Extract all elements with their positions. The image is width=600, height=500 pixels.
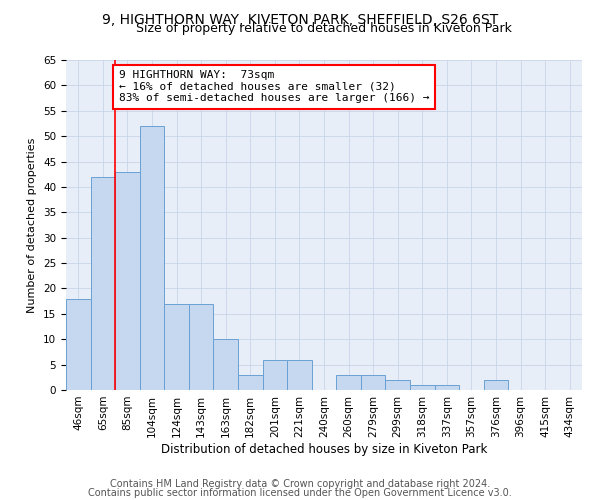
Bar [385, 380, 410, 390]
Bar [484, 380, 508, 390]
Bar [434, 385, 459, 390]
Bar [66, 298, 91, 390]
Bar [410, 385, 434, 390]
Title: Size of property relative to detached houses in Kiveton Park: Size of property relative to detached ho… [136, 22, 512, 35]
Bar [361, 375, 385, 390]
Bar [287, 360, 312, 390]
Bar [263, 360, 287, 390]
Bar [115, 172, 140, 390]
Text: Contains HM Land Registry data © Crown copyright and database right 2024.: Contains HM Land Registry data © Crown c… [110, 479, 490, 489]
Text: 9, HIGHTHORN WAY, KIVETON PARK, SHEFFIELD, S26 6ST: 9, HIGHTHORN WAY, KIVETON PARK, SHEFFIEL… [102, 12, 498, 26]
Bar [214, 339, 238, 390]
Bar [189, 304, 214, 390]
Bar [238, 375, 263, 390]
Bar [336, 375, 361, 390]
Y-axis label: Number of detached properties: Number of detached properties [28, 138, 37, 312]
Bar [140, 126, 164, 390]
Bar [164, 304, 189, 390]
Bar [91, 177, 115, 390]
X-axis label: Distribution of detached houses by size in Kiveton Park: Distribution of detached houses by size … [161, 442, 487, 456]
Text: 9 HIGHTHORN WAY:  73sqm
← 16% of detached houses are smaller (32)
83% of semi-de: 9 HIGHTHORN WAY: 73sqm ← 16% of detached… [119, 70, 430, 103]
Text: Contains public sector information licensed under the Open Government Licence v3: Contains public sector information licen… [88, 488, 512, 498]
